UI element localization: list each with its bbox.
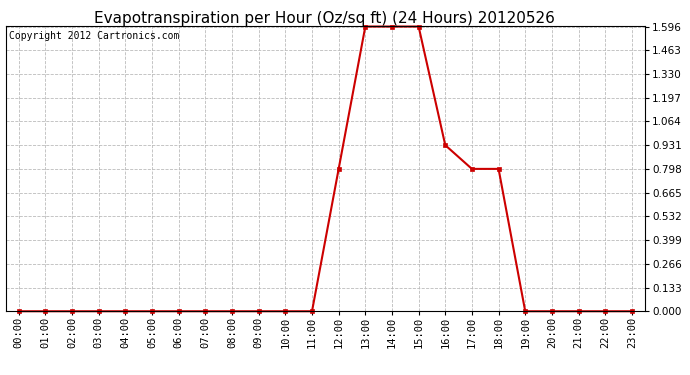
Text: Copyright 2012 Cartronics.com: Copyright 2012 Cartronics.com	[9, 30, 179, 40]
Text: Evapotranspiration per Hour (Oz/sq ft) (24 Hours) 20120526: Evapotranspiration per Hour (Oz/sq ft) (…	[94, 11, 555, 26]
